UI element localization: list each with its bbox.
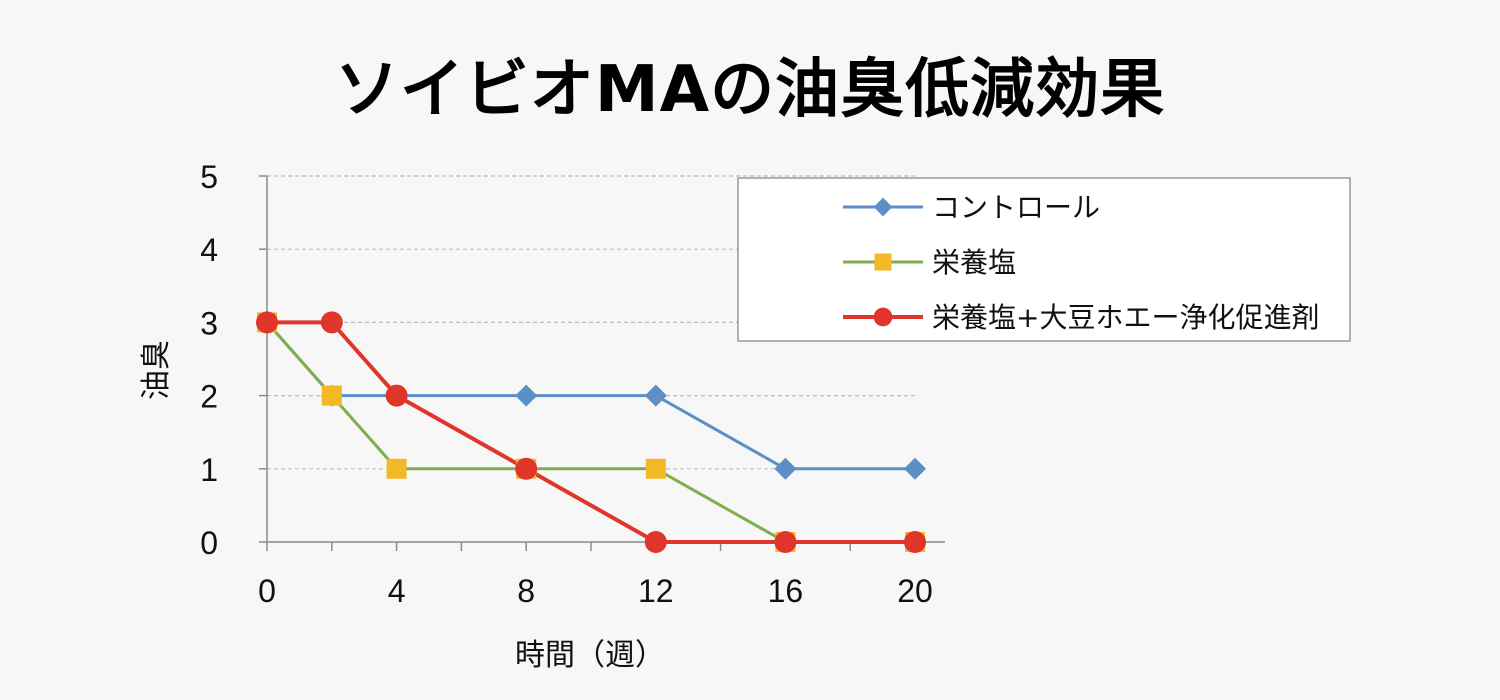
y-tick-label: 5 [200,159,218,195]
data-point [385,384,408,407]
y-tick-label: 2 [200,379,218,415]
x-tick-label: 12 [638,573,674,609]
data-point [386,458,407,479]
data-point [515,384,538,407]
data-point [644,384,667,407]
series-line [265,321,915,544]
data-point [256,311,278,334]
y-tick-label: 4 [200,232,218,268]
legend-marker [873,197,893,217]
data-point [515,457,538,480]
legend-label: 栄養塩+大豆ホエー浄化促進剤 [932,301,1319,334]
legend-marker [873,307,893,327]
legend-box [737,177,1351,342]
x-tick-label: 8 [517,573,535,609]
x-tick-label: 0 [258,573,276,609]
y-axis-title: 油臭 [139,340,174,400]
y-tick-label: 1 [200,452,218,488]
chart-title: ソイビオMAの油臭低減効果 [334,53,1166,127]
legend-label: コントロール [932,191,1100,224]
x-axis-title: 時間（週） [515,638,665,673]
data-point [774,457,797,480]
data-point [645,458,666,479]
x-tick-label: 20 [897,573,933,609]
x-tick-label: 16 [768,573,804,609]
data-point [774,531,797,553]
y-tick-label: 3 [200,305,218,341]
series-layer [256,311,926,553]
legend-label: 栄養塩 [932,246,1016,279]
y-tick-label: 0 [200,525,218,561]
data-point [320,311,343,334]
data-point [904,457,926,480]
series-line [265,321,915,471]
data-point [644,531,667,553]
data-point [321,385,342,406]
data-point [904,531,926,553]
x-tick-label: 4 [388,573,406,609]
legend-marker [874,253,892,271]
